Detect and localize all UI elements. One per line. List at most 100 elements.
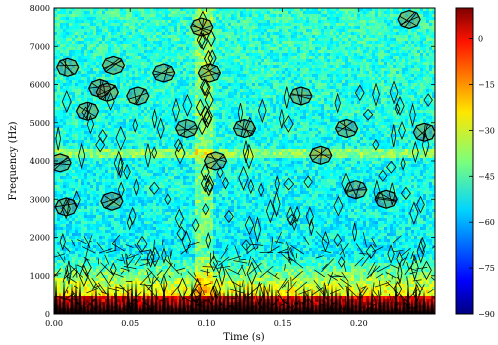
heatmap-cell (141, 110, 144, 113)
heatmap-cell (339, 68, 342, 71)
heatmap-cell (327, 86, 330, 89)
heatmap-cell (276, 44, 279, 47)
heatmap-cell (183, 56, 186, 59)
heatmap-cell (396, 38, 399, 41)
heatmap-cell (288, 77, 291, 80)
heatmap-cell (165, 116, 168, 119)
heatmap-cell (333, 95, 336, 98)
heatmap-cell (150, 14, 153, 17)
heatmap-cell (279, 89, 282, 92)
heatmap-cell (69, 50, 72, 53)
heatmap-cell (138, 8, 141, 11)
heatmap-cell (213, 47, 216, 50)
heatmap-cell (222, 41, 225, 44)
heatmap-cell (129, 44, 132, 47)
heatmap-cell (300, 20, 303, 23)
heatmap-cell (261, 23, 264, 26)
heatmap-cell (267, 104, 270, 107)
heatmap-cell (363, 110, 366, 113)
heatmap-cell (255, 83, 258, 86)
heatmap-cell (228, 68, 231, 71)
heatmap-cell (225, 53, 228, 56)
heatmap-cell (195, 44, 198, 47)
heatmap-cell (81, 20, 84, 23)
heatmap-cell (261, 68, 264, 71)
heatmap-cell (393, 83, 396, 86)
heatmap-cell (81, 50, 84, 53)
heatmap-cell (411, 47, 414, 50)
heatmap-cell (270, 56, 273, 59)
heatmap-cell (396, 62, 399, 65)
heatmap-cell (300, 77, 303, 80)
heatmap-cell (78, 71, 81, 74)
heatmap-cell (414, 50, 417, 53)
heatmap-cell (411, 101, 414, 104)
heatmap-cell (336, 113, 339, 116)
heatmap-cell (288, 101, 291, 104)
heatmap-cell (219, 44, 222, 47)
heatmap-cell (81, 32, 84, 35)
heatmap-cell (84, 104, 87, 107)
heatmap-cell (102, 44, 105, 47)
heatmap-cell (75, 68, 78, 71)
heatmap-cell (297, 83, 300, 86)
heatmap-cell (132, 50, 135, 53)
heatmap-cell (252, 38, 255, 41)
heatmap-cell (69, 35, 72, 38)
heatmap-cell (129, 59, 132, 62)
heatmap-cell (123, 17, 126, 20)
heatmap-cell (183, 26, 186, 29)
heatmap-cell (282, 41, 285, 44)
heatmap-cell (99, 26, 102, 29)
heatmap-cell (237, 98, 240, 101)
heatmap-cell (168, 26, 171, 29)
heatmap-cell (90, 14, 93, 17)
heatmap-cell (93, 41, 96, 44)
heatmap-cell (360, 104, 363, 107)
heatmap-cell (276, 8, 279, 11)
heatmap-cell (351, 44, 354, 47)
heatmap-cell (240, 92, 243, 95)
heatmap-cell (225, 62, 228, 65)
heatmap-cell (252, 65, 255, 68)
heatmap-cell (72, 8, 75, 11)
heatmap-cell (408, 56, 411, 59)
heatmap-cell (267, 71, 270, 74)
heatmap-cell (297, 68, 300, 71)
heatmap-cell (150, 44, 153, 47)
heatmap-cell (138, 104, 141, 107)
heatmap-cell (321, 122, 324, 125)
heatmap-cell (285, 113, 288, 116)
heatmap-cell (306, 23, 309, 26)
heatmap-cell (384, 50, 387, 53)
heatmap-cell (114, 83, 117, 86)
heatmap-cell (93, 23, 96, 26)
heatmap-cell (312, 122, 315, 125)
heatmap-cell (117, 116, 120, 119)
heatmap-cell (333, 71, 336, 74)
heatmap-cell (57, 59, 60, 62)
heatmap-cell (345, 17, 348, 20)
heatmap-cell (294, 116, 297, 119)
heatmap-cell (321, 17, 324, 20)
heatmap-cell (351, 53, 354, 56)
heatmap-cell (432, 116, 435, 119)
heatmap-cell (138, 101, 141, 104)
heatmap-cell (291, 20, 294, 23)
heatmap-cell (57, 86, 60, 89)
heatmap-cell (63, 92, 66, 95)
heatmap-cell (198, 29, 201, 32)
heatmap-cell (363, 50, 366, 53)
heatmap-cell (432, 17, 435, 20)
heatmap-cell (414, 71, 417, 74)
heatmap-cell (369, 122, 372, 125)
heatmap-cell (300, 11, 303, 14)
heatmap-cell (204, 77, 207, 80)
heatmap-cell (171, 11, 174, 14)
heatmap-cell (354, 83, 357, 86)
heatmap-cell (123, 74, 126, 77)
heatmap-cell (198, 107, 201, 110)
heatmap-cell (354, 35, 357, 38)
heatmap-cell (417, 98, 420, 101)
heatmap-cell (153, 116, 156, 119)
